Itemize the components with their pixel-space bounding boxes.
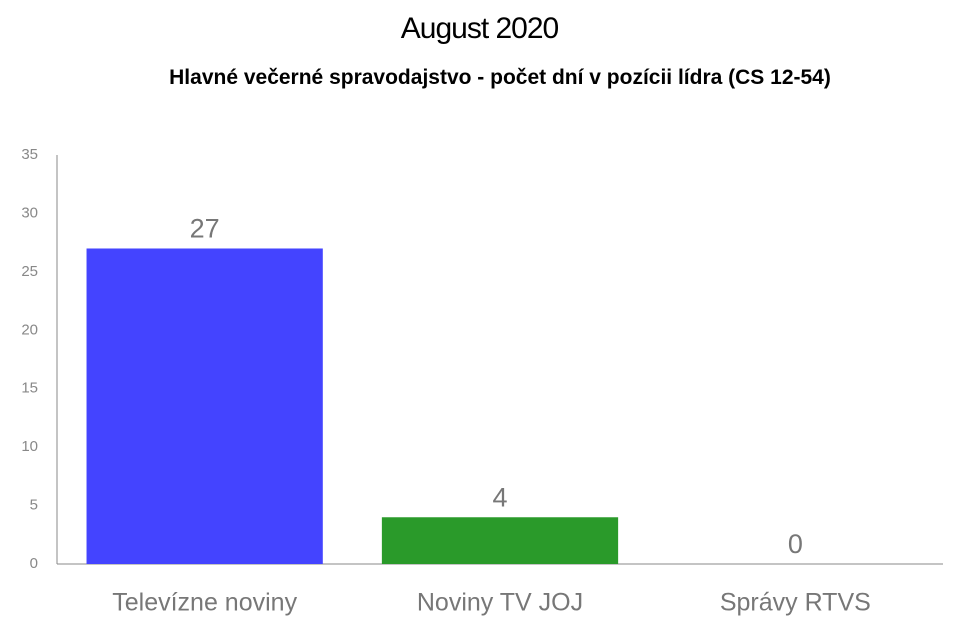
chart-subtitle: Hlavné večerné spravodajstvo - počet dní…: [169, 66, 831, 89]
chart-title: August 2020: [400, 12, 559, 45]
y-tick-label: 20: [21, 321, 38, 338]
x-tick-label: Správy RTVS: [720, 589, 871, 617]
y-tick-label: 30: [21, 204, 38, 221]
y-tick-label: 5: [30, 497, 38, 514]
value-label: 27: [190, 214, 220, 244]
bar: [86, 248, 323, 564]
x-tick-label: Noviny TV JOJ: [417, 589, 583, 617]
y-tick-label: 0: [30, 555, 38, 572]
x-tick-label: Televízne noviny: [112, 589, 297, 617]
y-tick-label: 35: [21, 146, 38, 163]
value-label: 4: [492, 482, 507, 512]
y-tick-label: 25: [21, 263, 38, 280]
y-tick-label: 15: [21, 380, 38, 397]
value-label: 0: [788, 529, 803, 559]
bar: [381, 517, 619, 564]
y-tick-label: 10: [21, 438, 38, 455]
